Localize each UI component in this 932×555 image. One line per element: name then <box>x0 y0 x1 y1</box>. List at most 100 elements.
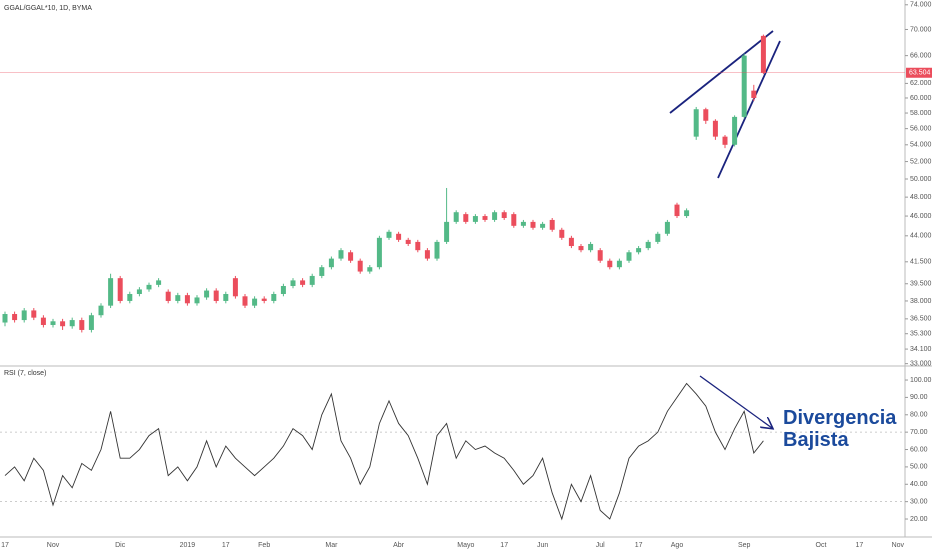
candle-body <box>424 250 430 259</box>
candle-body <box>636 248 642 253</box>
x-tick-label: 17 <box>856 542 864 549</box>
candle-body <box>31 310 37 318</box>
candle-body <box>12 314 18 321</box>
candle-body <box>338 250 344 259</box>
x-tick-label: Dic <box>115 542 126 549</box>
x-tick-label: 17 <box>635 542 643 549</box>
y-tick-label: 74.000 <box>910 2 932 9</box>
x-tick-label: Mayo <box>457 542 474 549</box>
candle-body <box>213 290 219 301</box>
candle-body <box>204 290 210 298</box>
y-tick-label: 40.00 <box>910 481 928 488</box>
y-tick-label: 44.000 <box>910 233 932 240</box>
y-tick-label: 50.00 <box>910 464 928 471</box>
candle-body <box>760 35 766 73</box>
candle-body <box>463 214 469 222</box>
candle-body <box>396 233 402 240</box>
candle-body <box>405 239 411 244</box>
candle-body <box>367 267 373 272</box>
candle-body <box>50 321 56 325</box>
x-tick-label: Jul <box>596 542 605 549</box>
candle-body <box>578 246 584 251</box>
x-tick-label: Sep <box>738 542 751 549</box>
x-tick-label: Abr <box>393 542 405 549</box>
y-tick-label: 54.000 <box>910 142 932 149</box>
candle-body <box>664 221 670 234</box>
x-tick-label: Feb <box>258 542 270 549</box>
x-tick-label: Oct <box>816 542 827 549</box>
x-tick-label: Nov <box>47 542 60 549</box>
candle-body <box>549 219 555 230</box>
candle-body <box>88 315 94 330</box>
candle-body <box>684 210 690 217</box>
y-tick-label: 70.000 <box>910 26 932 33</box>
candle-body <box>146 284 152 290</box>
candle-body <box>751 90 757 98</box>
candle-body <box>60 321 66 327</box>
x-tick-label: Mar <box>325 542 338 549</box>
candle-body <box>69 320 75 327</box>
candle-body <box>136 289 142 294</box>
y-tick-label: 58.000 <box>910 110 932 117</box>
y-tick-label: 62.000 <box>910 80 932 87</box>
candle-body <box>444 221 450 242</box>
trend-line <box>717 40 781 179</box>
candle-body <box>520 221 526 226</box>
y-tick-label: 46.000 <box>910 213 932 220</box>
candle-body <box>501 212 507 218</box>
candle-body <box>280 286 286 294</box>
y-tick-label: 30.00 <box>910 498 928 505</box>
x-tick-label: 2019 <box>180 542 196 549</box>
annotation: Divergencia Bajista <box>783 407 897 451</box>
x-tick-label: 17 <box>1 542 9 549</box>
y-tick-label: 52.000 <box>910 158 932 165</box>
candle-body <box>712 120 718 137</box>
trend-line <box>669 30 774 114</box>
candle-body <box>108 278 114 306</box>
candle-body <box>693 109 699 137</box>
y-tick-label: 35.300 <box>910 331 932 338</box>
x-tick-label: Jun <box>537 542 548 549</box>
candle-body <box>165 291 171 301</box>
candle-body <box>271 293 277 301</box>
candle-body <box>357 260 363 272</box>
candle-body <box>309 275 315 285</box>
last-price-label: 63.504 <box>909 70 931 77</box>
x-tick-label: Ago <box>671 542 684 549</box>
y-tick-label: 100.00 <box>910 377 932 384</box>
y-tick-label: 80.00 <box>910 412 928 419</box>
candle-body <box>127 293 133 301</box>
candle-body <box>319 267 325 276</box>
candle-body <box>434 241 440 259</box>
candle-body <box>568 237 574 247</box>
chart-title: GGAL/GGAL*10, 1D, BYMA <box>4 5 92 12</box>
y-tick-label: 34.100 <box>910 346 932 353</box>
candle-body <box>156 280 162 285</box>
candle-body <box>79 320 85 330</box>
y-tick-label: 20.00 <box>910 516 928 523</box>
candle-body <box>559 229 565 238</box>
candle-body <box>300 280 306 285</box>
candle-body <box>386 231 392 238</box>
candle-body <box>453 212 459 222</box>
candle-body <box>242 296 248 306</box>
candle-body <box>2 314 8 323</box>
candle-body <box>290 280 296 287</box>
candle-body <box>472 216 478 222</box>
y-tick-label: 60.000 <box>910 95 932 102</box>
candle-body <box>492 212 498 220</box>
candle-body <box>530 221 536 228</box>
candle-body <box>223 293 229 301</box>
candle-body <box>261 298 267 301</box>
candle-body <box>415 241 421 251</box>
last-price-box <box>906 67 932 78</box>
y-tick-label: 41.500 <box>910 259 932 266</box>
candle-body <box>194 297 200 304</box>
y-tick-label: 56.000 <box>910 125 932 132</box>
y-tick-label: 60.00 <box>910 446 928 453</box>
candle-body <box>511 214 517 226</box>
x-tick-label: 17 <box>500 542 508 549</box>
y-tick-label: 36.500 <box>910 316 932 323</box>
